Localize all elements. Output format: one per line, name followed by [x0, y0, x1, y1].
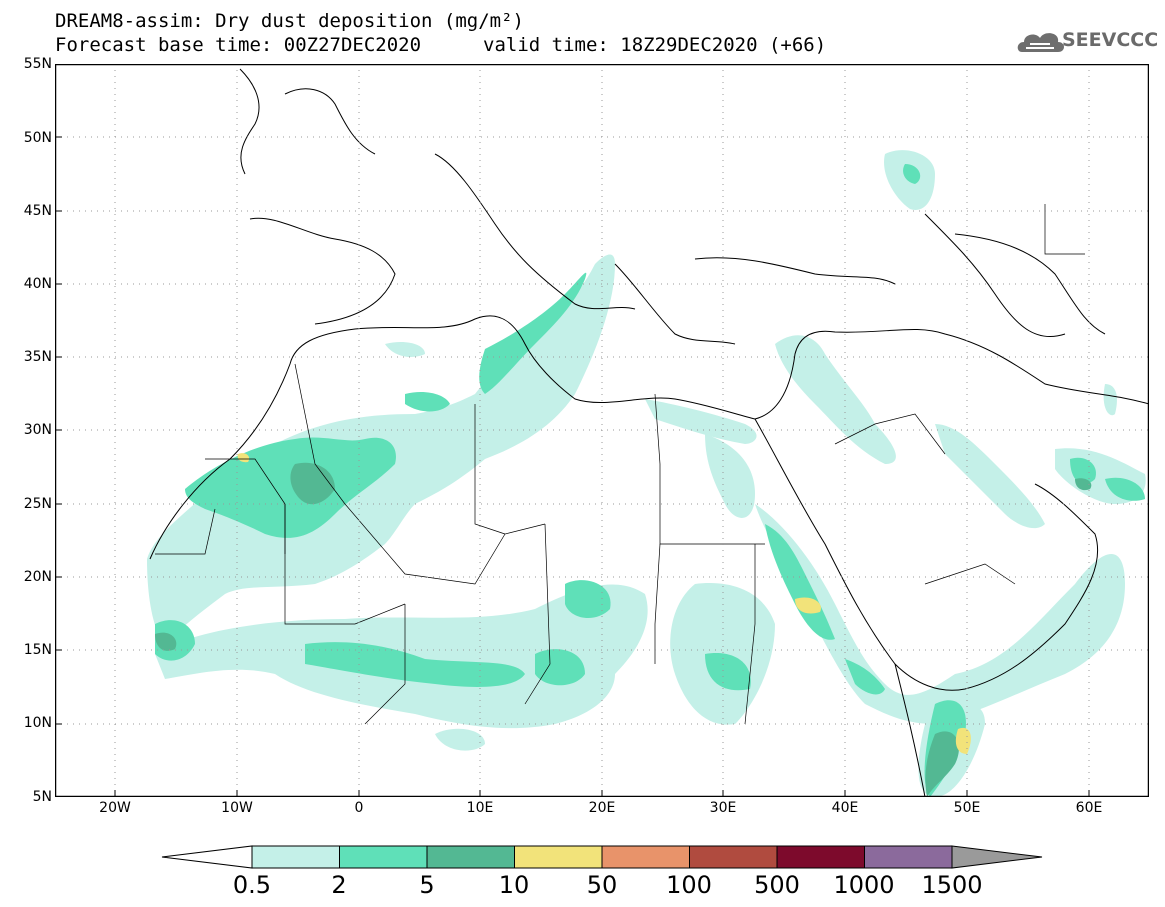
colorbar — [161, 845, 1043, 869]
lon-label-0: 0 — [354, 800, 364, 816]
colorbar-label-5: 5 — [419, 871, 435, 899]
lat-label-40n: 40N — [23, 276, 52, 292]
lat-label-30n: 30N — [23, 422, 52, 438]
valid-time: valid time: 18Z29DEC2020 (+66) — [483, 34, 827, 56]
lat-label-20n: 20N — [23, 569, 52, 585]
colorbar-segment-below — [161, 845, 253, 869]
lon-label-40e: 40E — [831, 800, 859, 816]
lon-label-10w: 10W — [221, 800, 253, 816]
colorbar-label-2: 2 — [331, 871, 347, 899]
colorbar-segment-2 — [339, 845, 428, 869]
deposition-class-2-5 — [155, 164, 1145, 797]
lat-label-50n: 50N — [23, 130, 52, 146]
lat-label-10n: 10N — [23, 715, 52, 731]
lon-label-50e: 50E — [953, 800, 981, 816]
colorbar-label-1000: 1000 — [833, 871, 895, 899]
lat-label-55n: 55N — [23, 56, 52, 72]
deposition-class-5-10 — [155, 462, 1092, 797]
colorbar-label-10: 10 — [498, 871, 530, 899]
colorbar-label-0.5: 0.5 — [232, 871, 272, 899]
graticule — [55, 64, 1149, 797]
lon-label-60e: 60E — [1075, 800, 1103, 816]
logo-text: SEEVCCC — [1062, 29, 1159, 51]
colorbar-segment-1 — [251, 845, 340, 869]
lat-label-25n: 25N — [23, 496, 52, 512]
lat-label-35n: 35N — [23, 349, 52, 365]
lon-label-20w: 20W — [99, 800, 131, 816]
colorbar-segment-7 — [776, 845, 865, 869]
colorbar-segment-8 — [864, 845, 953, 869]
lon-label-20e: 20E — [588, 800, 616, 816]
colorbar-label-100: 100 — [666, 871, 712, 899]
colorbar-segment-5 — [601, 845, 690, 869]
coastlines — [149, 68, 1149, 797]
lat-label-15n: 15N — [23, 642, 52, 658]
lat-label-45n: 45N — [23, 203, 52, 219]
colorbar-label-50: 50 — [586, 871, 618, 899]
colorbar-label-1500: 1500 — [921, 871, 983, 899]
colorbar-segment-above — [951, 845, 1043, 869]
colorbar-segment-3 — [426, 845, 515, 869]
forecast-base-time: Forecast base time: 00Z27DEC2020 — [55, 34, 422, 56]
lon-label-30e: 30E — [709, 800, 737, 816]
colorbar-label-500: 500 — [754, 871, 800, 899]
lat-label-5n: 5N — [32, 789, 52, 805]
colorbar-segment-4 — [514, 845, 603, 869]
country-borders — [155, 204, 1085, 725]
colorbar-segment-6 — [689, 845, 778, 869]
map-border — [55, 64, 1149, 797]
dust-deposition-map — [55, 64, 1149, 797]
cloud-logo-icon — [1017, 33, 1064, 52]
map-title: DREAM8-assim: Dry dust deposition (mg/m²… — [55, 10, 524, 32]
lon-label-10e: 10E — [466, 800, 494, 816]
deposition-class-10-50 — [237, 453, 971, 754]
